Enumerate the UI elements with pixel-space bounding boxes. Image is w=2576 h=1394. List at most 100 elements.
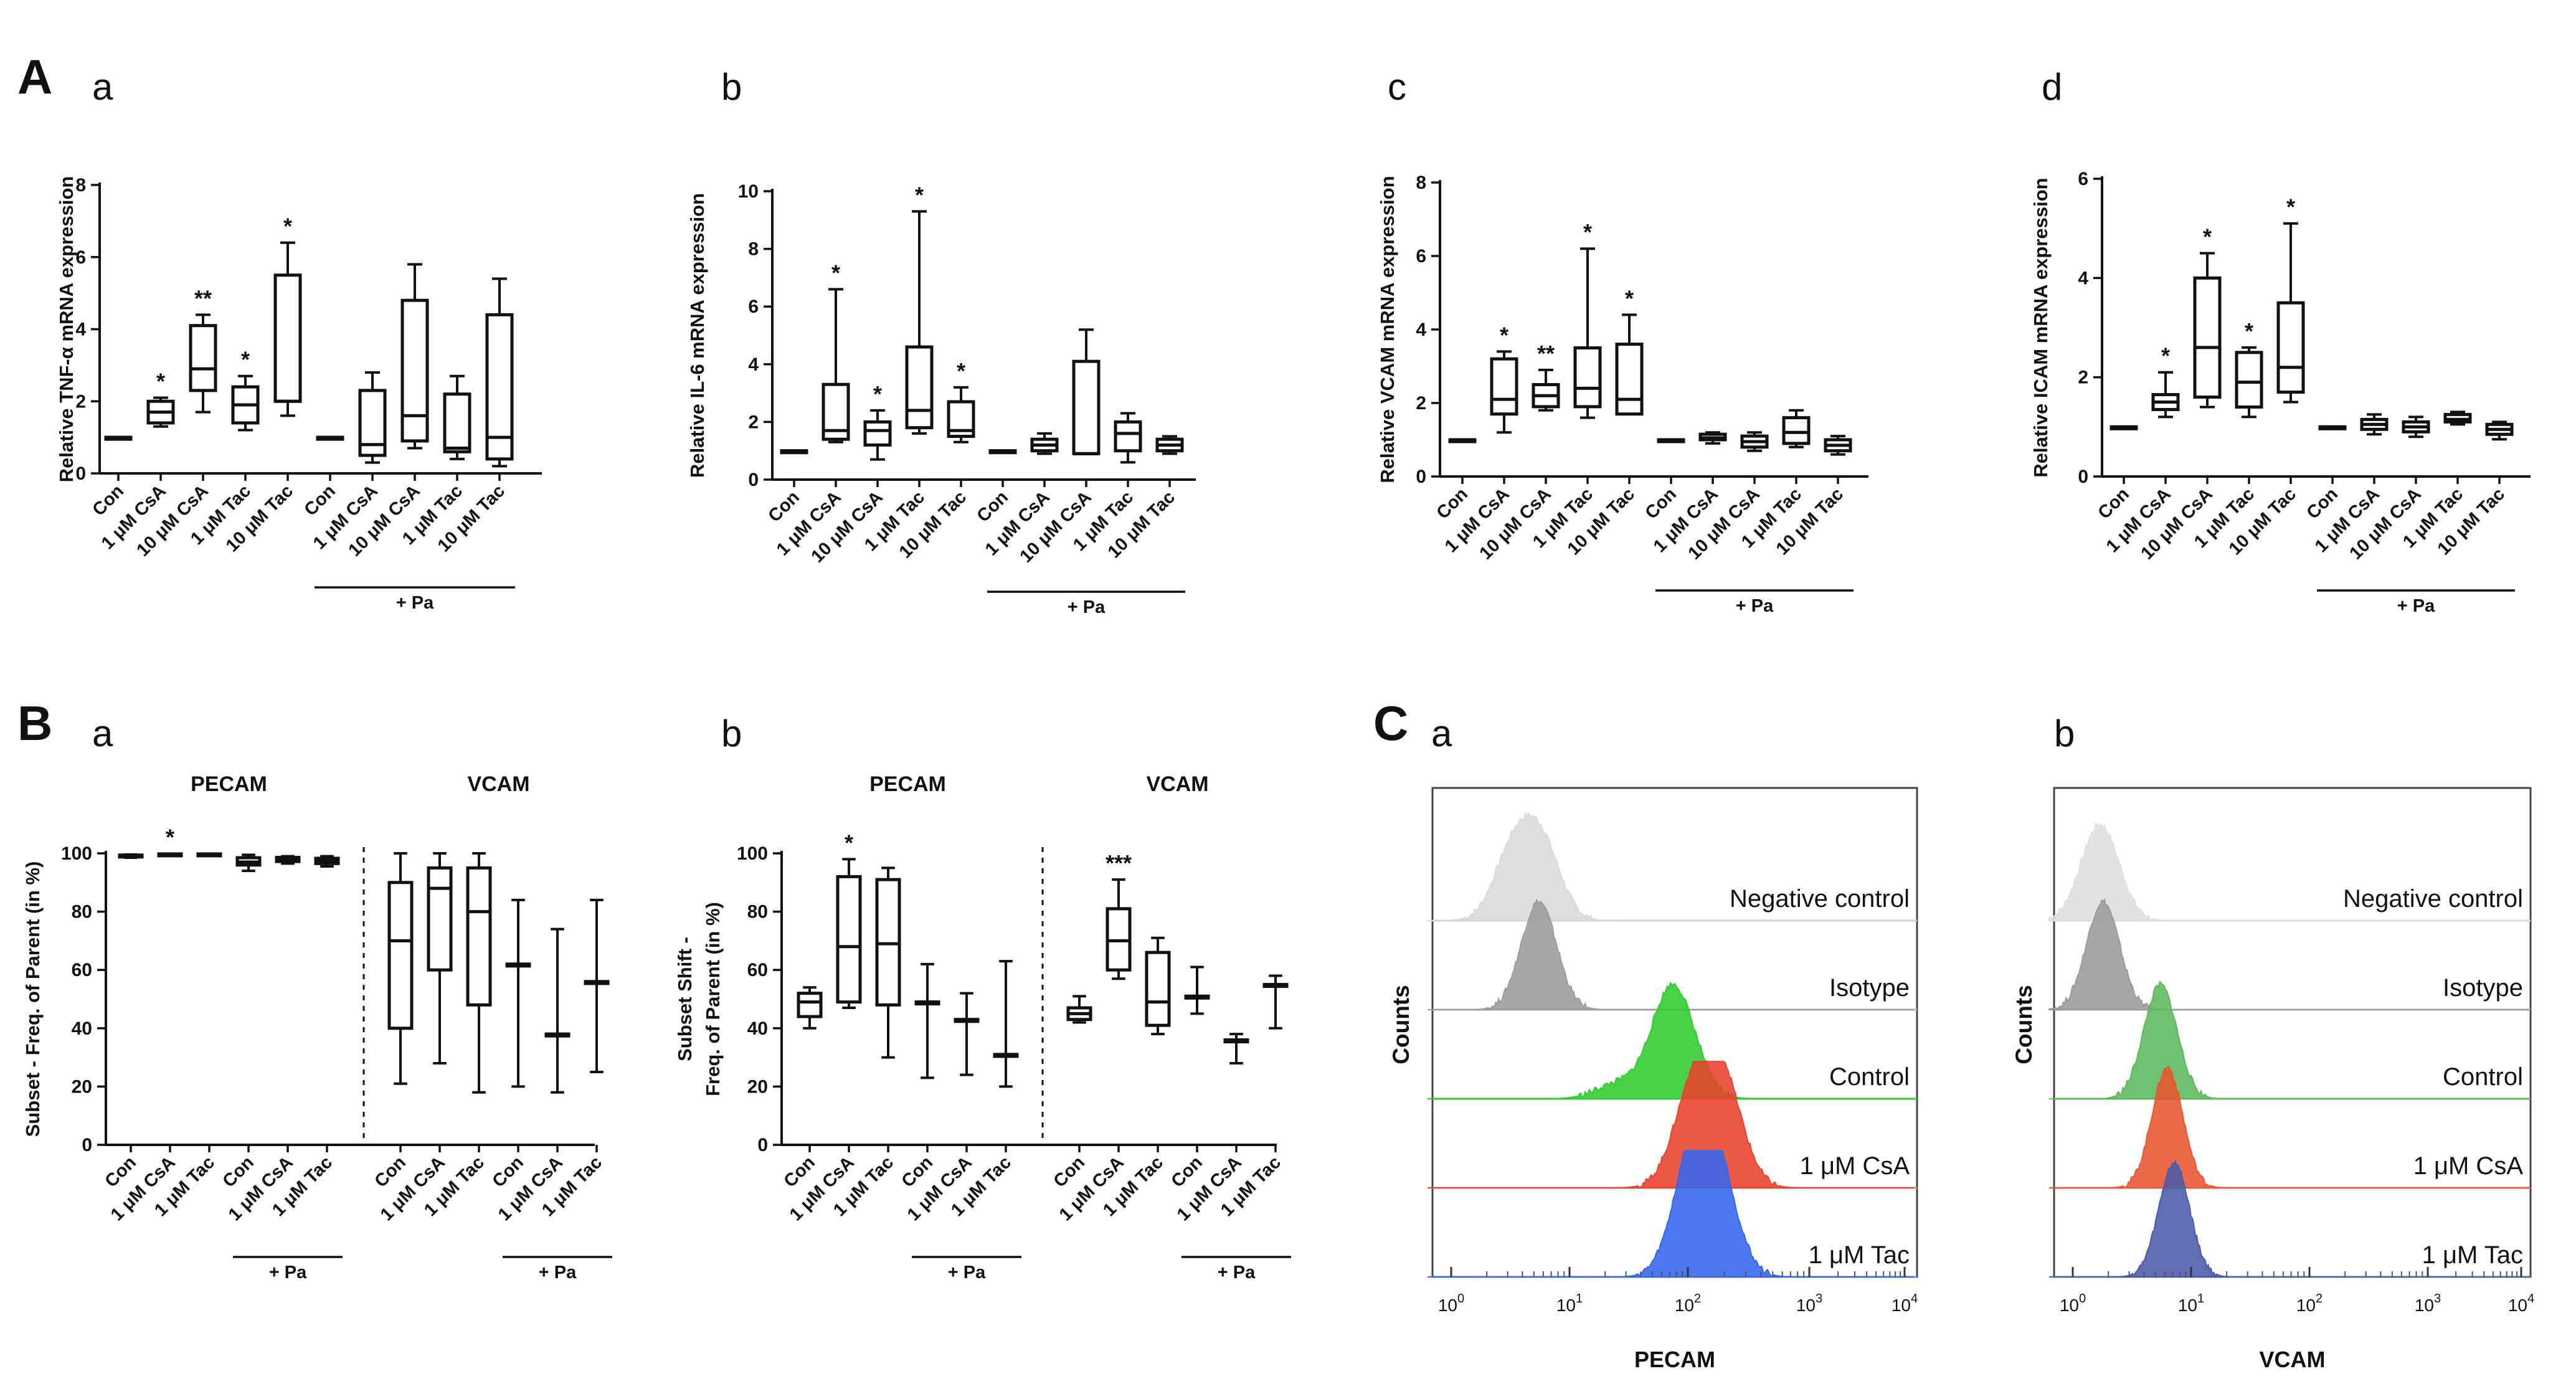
significance-marker: *** — [1106, 850, 1132, 876]
box-iqr — [2276, 301, 2305, 394]
histogram-area — [1428, 981, 1914, 1099]
histogram-label: 1 μM Tac — [2422, 1241, 2523, 1269]
x-tick-label-base: 10 — [1796, 1296, 1816, 1315]
y-tick-label: 0 — [757, 1135, 768, 1155]
x-axis-label: VCAM — [2260, 1347, 2326, 1372]
box-3 — [231, 374, 260, 432]
box-11 — [1262, 974, 1289, 1030]
box-4 — [275, 855, 301, 865]
box-6 — [2360, 413, 2389, 436]
box-5 — [993, 960, 1019, 1088]
histogram-area — [2049, 1065, 2531, 1189]
box-10 — [1223, 1033, 1249, 1064]
box-iqr — [466, 866, 492, 1007]
y-tick-label: 20 — [72, 1076, 92, 1097]
panel-sublabel: a — [92, 713, 113, 754]
significance-marker: ** — [1537, 341, 1555, 366]
y-tick-label: 100 — [737, 843, 768, 864]
y-tick-label: 2 — [2078, 367, 2088, 388]
box-iqr — [1782, 416, 1811, 445]
y-tick-label: 100 — [61, 843, 92, 864]
chart-Bb: 0 20 40 60 80 100 Subset Shift - Freq. of Paren… — [674, 772, 1291, 1283]
box-8 — [1114, 412, 1142, 464]
box-1 — [836, 858, 862, 1010]
section-title: PECAM — [869, 772, 946, 796]
x-tick-label: 100 — [1438, 1292, 1464, 1315]
significance-marker: * — [2161, 343, 2170, 369]
x-tick-label-base: 10 — [1438, 1296, 1457, 1315]
y-tick-label: 0 — [1416, 467, 1426, 487]
box-3 — [1573, 247, 1602, 419]
box-0 — [118, 853, 144, 860]
x-tick-label: 104 — [1892, 1292, 1918, 1315]
panel-sublabel: b — [721, 713, 742, 754]
x-tick-label-base: 10 — [1892, 1296, 1911, 1315]
significance-marker: * — [2245, 318, 2253, 344]
histogram-4: 1 μM Tac — [1428, 1150, 1917, 1278]
box-iqr — [1114, 420, 1142, 453]
plot-frame — [2053, 787, 2532, 1278]
significance-marker: * — [845, 830, 853, 855]
box-2 — [1532, 368, 1560, 412]
group-label: + Pa — [1068, 597, 1106, 617]
box-iqr — [863, 420, 892, 447]
x-tick-label-exponent: 1 — [2197, 1292, 2204, 1306]
box-iqr — [1490, 357, 1518, 416]
y-tick-label: 60 — [72, 960, 92, 980]
box-6 — [358, 371, 387, 464]
box-iqr — [273, 273, 302, 403]
panel-sublabel: a — [1431, 713, 1452, 754]
group-label: + Pa — [1218, 1263, 1256, 1283]
x-tick-label-base: 10 — [2508, 1296, 2527, 1315]
y-tick-label: 6 — [1416, 246, 1426, 267]
box-8 — [443, 374, 471, 460]
panel-sublabel: b — [2054, 713, 2075, 754]
box-8 — [2443, 410, 2472, 426]
histogram-label: 1 μM CsA — [2413, 1152, 2524, 1180]
chart-Cb: Negative control Isotype Control 1 μM CsA 1 … — [2011, 787, 2534, 1372]
x-tick-label: 100 — [2060, 1292, 2086, 1315]
box-iqr — [189, 324, 217, 392]
box-2 — [875, 866, 901, 1059]
y-tick-label: 2 — [1416, 393, 1426, 414]
box-iqr — [905, 345, 934, 430]
box-iqr — [2235, 351, 2263, 409]
y-axis-label: Relative ICAM mRNA expression — [2030, 178, 2052, 477]
y-axis-label: Counts — [2011, 985, 2037, 1064]
y-axis-label: Subset Shift - — [674, 937, 696, 1061]
box-9 — [505, 898, 531, 1088]
x-tick-label-exponent: 3 — [1816, 1292, 1822, 1306]
y-tick-label: 4 — [748, 354, 759, 375]
box-2 — [863, 409, 892, 461]
y-tick-label: 6 — [748, 296, 759, 317]
section-title: VCAM — [467, 772, 529, 796]
x-tick-label: 103 — [1796, 1292, 1822, 1315]
x-tick-label-base: 10 — [1556, 1296, 1576, 1315]
y-tick-label: 40 — [72, 1018, 92, 1039]
y-axis-label: Relative IL-6 mRNA expression — [686, 193, 708, 478]
panel-letter: B — [17, 696, 52, 751]
panel-letter: C — [1373, 696, 1408, 751]
x-tick-label-base: 10 — [2060, 1296, 2079, 1315]
box-6 — [387, 852, 414, 1085]
significance-marker: * — [156, 368, 165, 394]
histogram-area — [2048, 898, 2531, 1011]
box-7 — [1072, 328, 1101, 455]
y-axis-label: Subset - Freq. of Parent (in %) — [22, 861, 44, 1137]
y-tick-label: 4 — [1416, 320, 1426, 340]
box-2 — [189, 313, 217, 414]
x-tick-label-exponent: 4 — [2527, 1292, 2534, 1306]
box-9 — [1155, 435, 1184, 455]
x-tick-label-exponent: 1 — [1576, 1292, 1583, 1306]
y-axis-label: Relative TNF-α mRNA expression — [55, 176, 77, 483]
group-label: + Pa — [269, 1263, 307, 1283]
x-tick-label-exponent: 4 — [1911, 1292, 1918, 1306]
box-4 — [2276, 222, 2305, 404]
box-0 — [797, 986, 823, 1030]
histogram-1: Isotype — [2048, 898, 2531, 1011]
x-tick-label-exponent: 3 — [2434, 1292, 2441, 1306]
box-7 — [2402, 415, 2430, 439]
section-title: VCAM — [1146, 772, 1208, 796]
